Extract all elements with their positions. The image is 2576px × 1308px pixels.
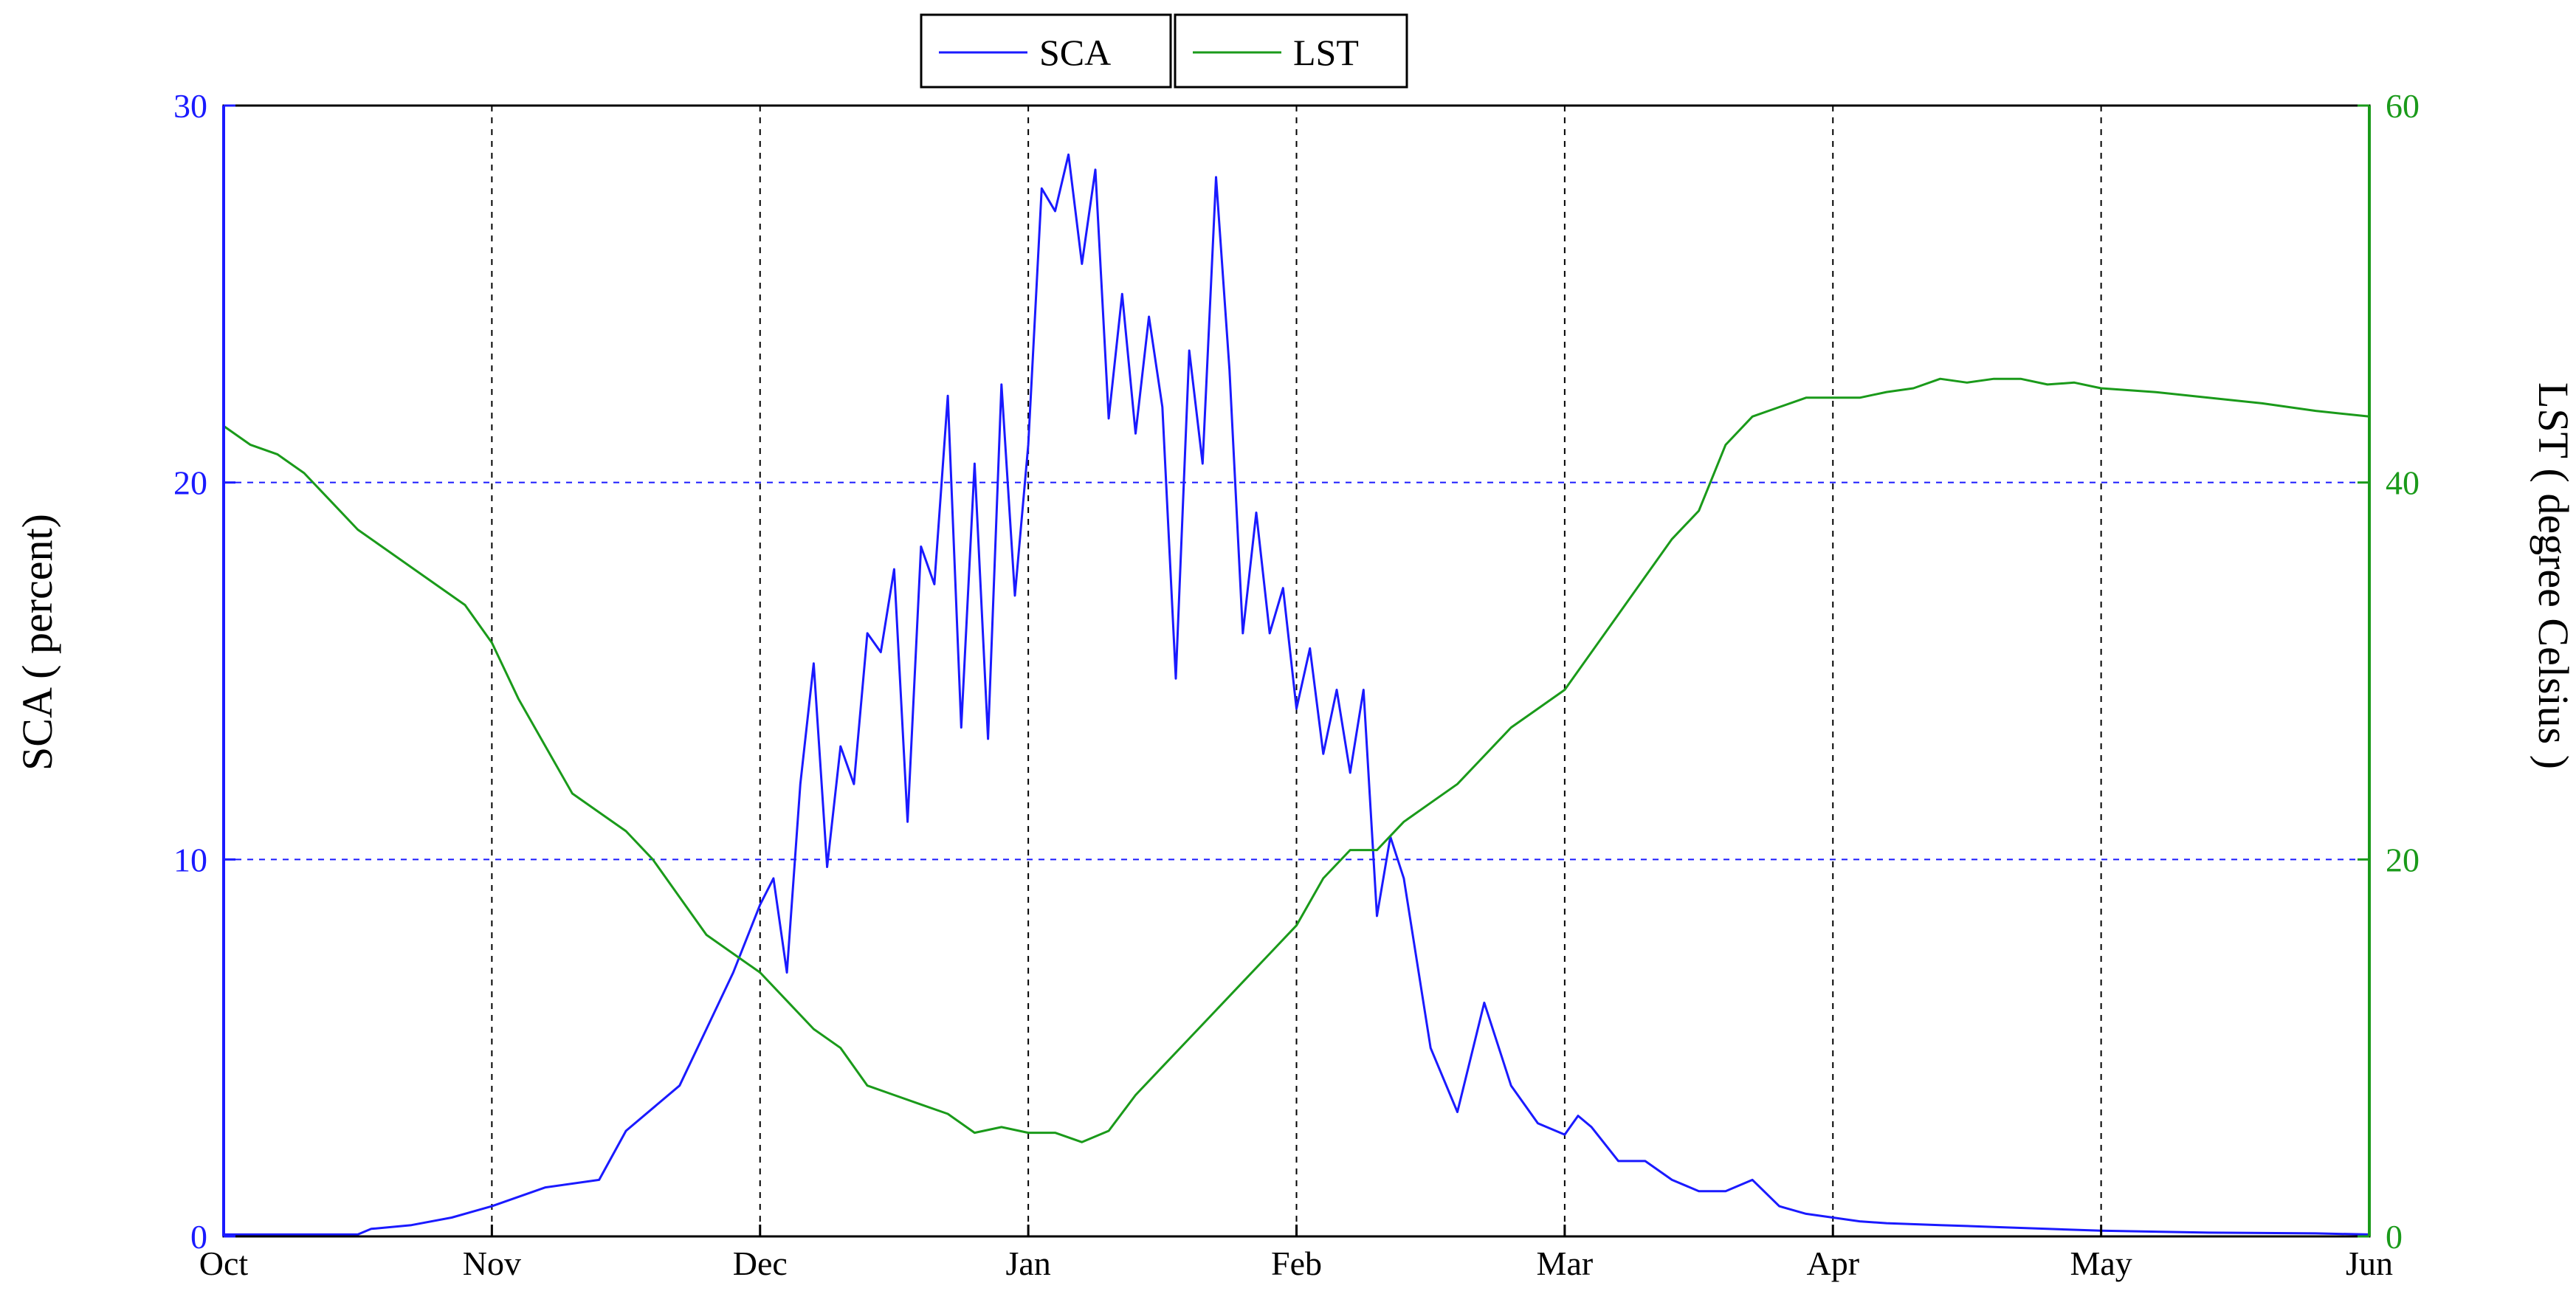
y-right-tick-label-0: 0 [2386, 1218, 2403, 1256]
x-tick-label-dec: Dec [733, 1245, 788, 1282]
x-tick-label-nov: Nov [463, 1245, 521, 1282]
y-right-tick-label-20: 20 [2386, 841, 2420, 878]
y-right-tick-label-40: 40 [2386, 464, 2420, 502]
y-left-tick-label-10: 10 [173, 841, 207, 878]
x-tick-label-apr: Apr [1806, 1245, 1859, 1282]
legend-label-lst: LST [1293, 32, 1359, 73]
legend: SCA LST [920, 13, 1408, 89]
grid-layer [224, 106, 2369, 1236]
x-tick-label-feb: Feb [1271, 1245, 1322, 1282]
y-axis-right-title: LST ( degree Celsius ) [2529, 382, 2576, 769]
y-left-tick-label-20: 20 [173, 464, 207, 502]
series-line-lst [223, 377, 2370, 1143]
legend-box-lst [1174, 13, 1408, 89]
tick-layer: Oct Nov Dec Jan Feb Mar Apr May Jun0102030020406… [173, 87, 2420, 1282]
legend-box-sca [920, 13, 1172, 89]
series-line-sca [224, 153, 2370, 1236]
y-left-tick-label-0: 0 [190, 1218, 207, 1256]
legend-item-lst: LST [1174, 13, 1408, 89]
x-tick-label-may: May [2070, 1245, 2132, 1282]
x-tick-label-jan: Jan [1005, 1245, 1050, 1282]
y-right-tick-label-60: 60 [2386, 87, 2420, 125]
y-left-tick-label-30: 30 [173, 87, 207, 125]
legend-item-sca: SCA [920, 13, 1172, 89]
x-tick-label-mar: Mar [1537, 1245, 1594, 1282]
x-tick-label-jun: Jun [2346, 1245, 2393, 1282]
legend-label-sca: SCA [1039, 32, 1111, 73]
x-tick-label-oct: Oct [199, 1245, 249, 1282]
y-axis-left-title: SCA ( percent) [13, 514, 61, 771]
series-layer [223, 153, 2370, 1236]
